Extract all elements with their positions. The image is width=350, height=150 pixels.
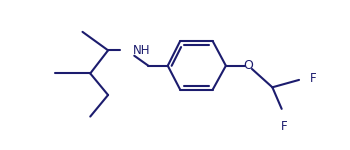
Text: F: F: [310, 72, 317, 85]
Text: NH: NH: [133, 44, 150, 57]
Text: O: O: [243, 59, 253, 72]
Text: F: F: [281, 120, 287, 133]
